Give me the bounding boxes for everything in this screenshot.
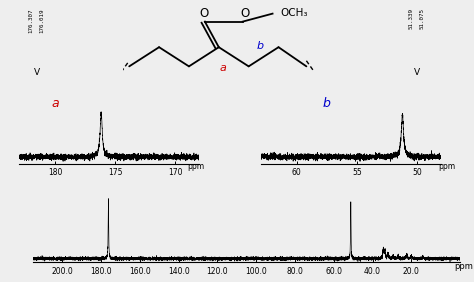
Text: ppm: ppm xyxy=(454,262,473,271)
Text: OCH₃: OCH₃ xyxy=(281,8,308,18)
Text: 176.307: 176.307 xyxy=(28,8,33,33)
Text: 51.339: 51.339 xyxy=(409,8,414,29)
Text: 176.019: 176.019 xyxy=(39,8,44,33)
Text: b: b xyxy=(257,41,264,51)
Text: 51.075: 51.075 xyxy=(420,8,425,29)
Text: ppm: ppm xyxy=(187,162,204,171)
Text: V: V xyxy=(414,68,420,77)
Text: O: O xyxy=(240,7,249,20)
Text: a: a xyxy=(219,63,226,73)
Text: b: b xyxy=(323,97,331,110)
Text: a: a xyxy=(51,97,59,110)
Text: V: V xyxy=(34,68,39,77)
Text: O: O xyxy=(199,7,209,20)
Text: ppm: ppm xyxy=(438,162,456,171)
